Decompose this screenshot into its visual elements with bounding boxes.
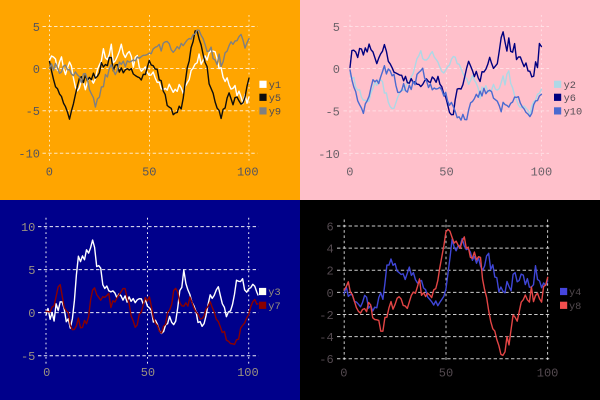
svg-text:0: 0 <box>333 63 340 77</box>
svg-text:-5: -5 <box>26 105 40 119</box>
svg-text:y7: y7 <box>268 301 280 313</box>
svg-text:50: 50 <box>439 166 453 180</box>
svg-text:4: 4 <box>326 243 333 257</box>
svg-text:5: 5 <box>333 21 340 35</box>
svg-text:50: 50 <box>439 367 453 381</box>
svg-text:-4: -4 <box>319 331 333 345</box>
svg-text:y5: y5 <box>269 93 281 105</box>
svg-text:100: 100 <box>237 166 259 180</box>
svg-text:y3: y3 <box>268 287 280 299</box>
svg-text:y9: y9 <box>269 107 281 119</box>
svg-text:y6: y6 <box>564 93 576 105</box>
svg-text:-2: -2 <box>319 309 333 323</box>
svg-text:0: 0 <box>28 307 35 321</box>
svg-text:y10: y10 <box>564 107 583 119</box>
svg-text:100: 100 <box>531 166 553 180</box>
svg-text:0: 0 <box>33 63 40 77</box>
svg-text:5: 5 <box>33 21 40 35</box>
svg-text:-10: -10 <box>318 148 340 162</box>
svg-text:0: 0 <box>340 367 347 381</box>
svg-text:-5: -5 <box>325 105 339 119</box>
svg-text:5: 5 <box>28 264 35 278</box>
svg-text:100: 100 <box>537 367 559 381</box>
svg-text:-6: -6 <box>319 353 333 367</box>
svg-text:y2: y2 <box>564 80 576 92</box>
svg-text:-10: -10 <box>18 148 40 162</box>
svg-text:0: 0 <box>326 287 333 301</box>
svg-text:0: 0 <box>346 166 353 180</box>
svg-text:6: 6 <box>326 220 333 234</box>
svg-text:50: 50 <box>141 366 155 380</box>
svg-text:10: 10 <box>21 221 35 235</box>
svg-text:100: 100 <box>237 366 259 380</box>
svg-text:50: 50 <box>142 166 156 180</box>
svg-text:2: 2 <box>326 265 333 279</box>
svg-text:0: 0 <box>43 366 50 380</box>
svg-text:y1: y1 <box>269 80 281 92</box>
svg-text:-5: -5 <box>21 350 35 364</box>
svg-text:0: 0 <box>46 166 53 180</box>
svg-text:y4: y4 <box>569 287 581 299</box>
svg-text:y8: y8 <box>569 301 581 313</box>
